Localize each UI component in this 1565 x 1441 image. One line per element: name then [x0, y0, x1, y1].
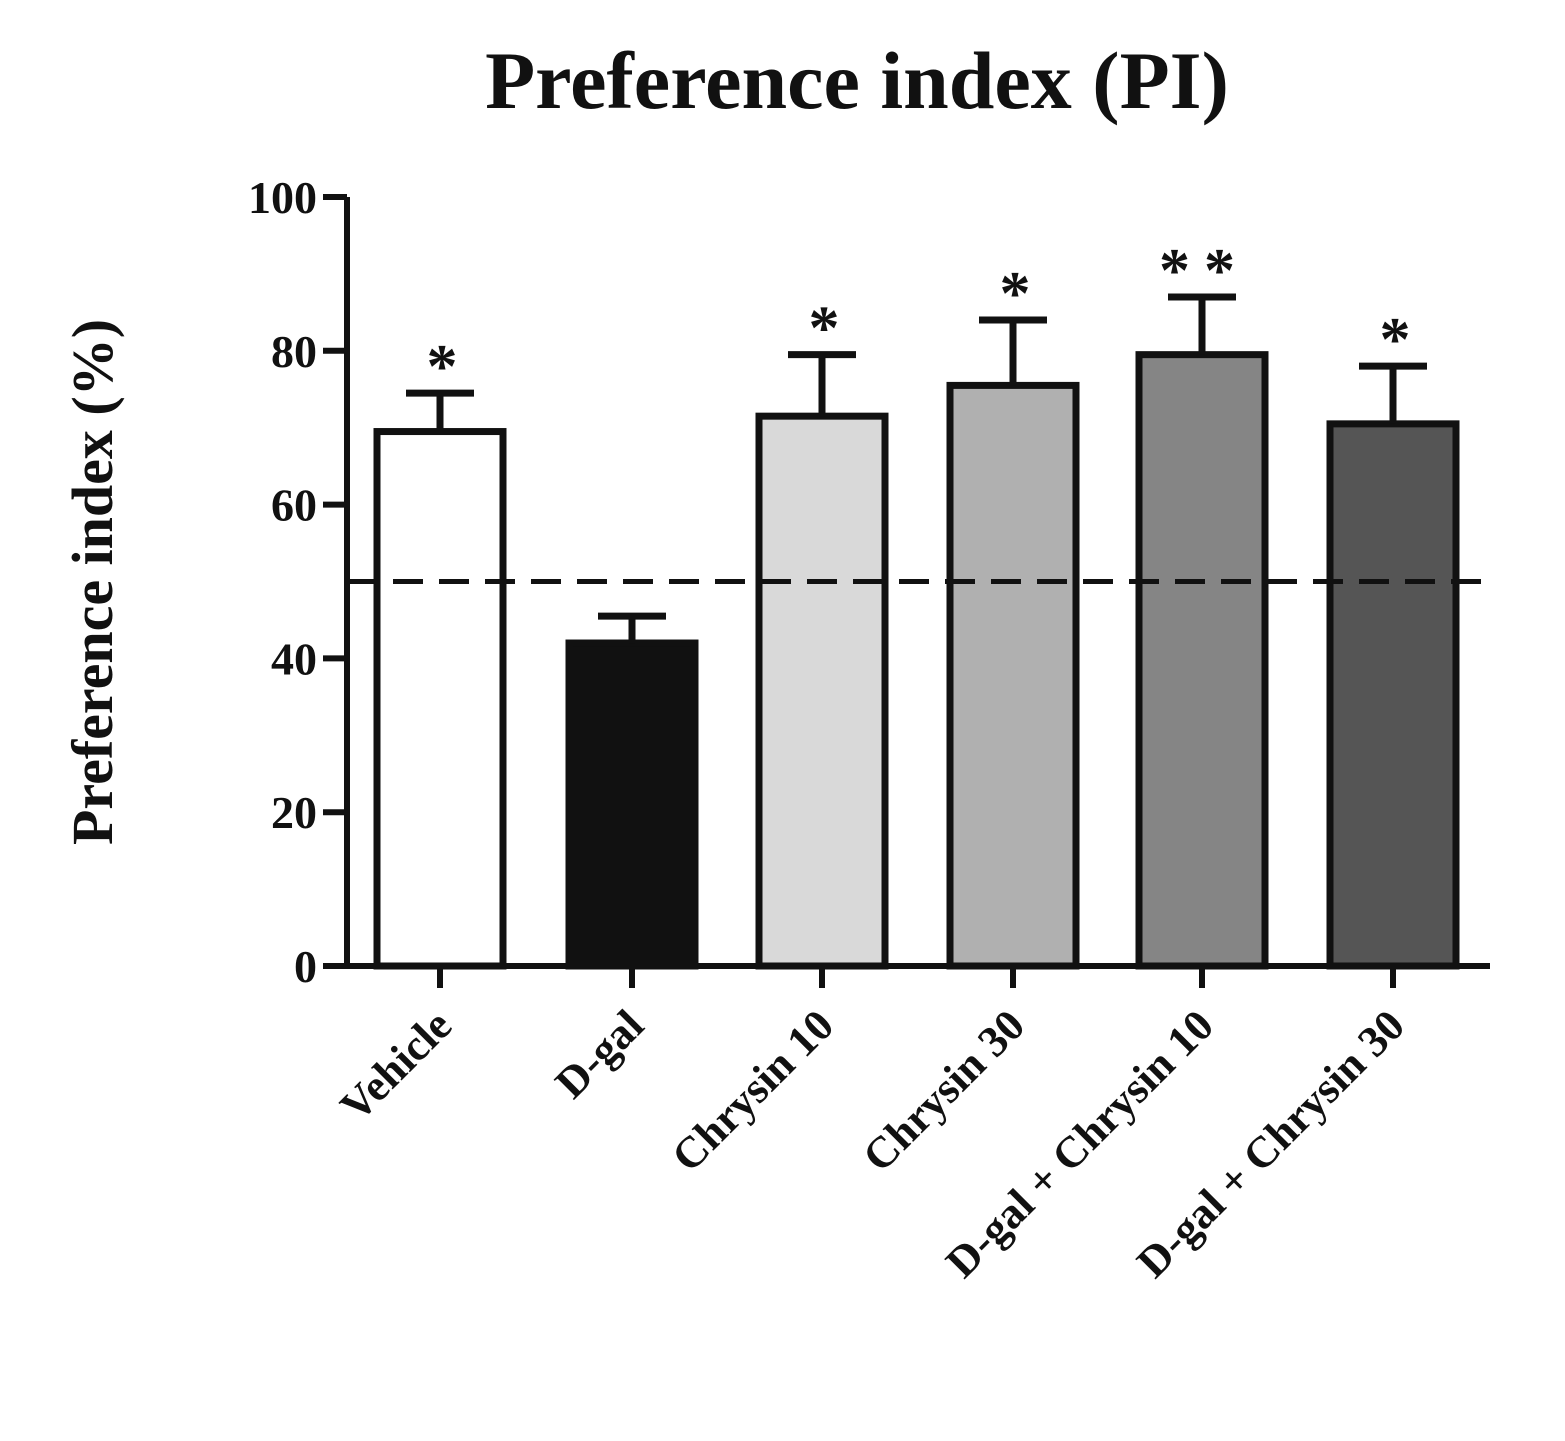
chart-title: Preference index (PI) — [485, 35, 1229, 126]
significance-marker-3: * — [809, 295, 840, 363]
significance-marker-5: ** — [1159, 237, 1249, 305]
y-axis-label: Preference index (%) — [60, 319, 125, 845]
bar-4 — [946, 381, 1080, 970]
y-tick-label-100: 100 — [248, 172, 317, 223]
y-tick-label-80: 80 — [271, 326, 317, 377]
y-tick-label-40: 40 — [271, 633, 317, 684]
bar-6 — [1326, 420, 1460, 970]
x-tick-label-2: D-gal — [546, 1000, 653, 1107]
y-tick-label-20: 20 — [271, 787, 317, 838]
bar-3 — [755, 412, 889, 970]
bar-5 — [1135, 351, 1269, 970]
significance-marker-6: * — [1380, 306, 1411, 374]
significance-marker-1: * — [427, 333, 458, 401]
bar-2 — [565, 639, 699, 970]
y-tick-label-0: 0 — [294, 941, 317, 992]
significance-marker-4: * — [1000, 260, 1031, 328]
x-tick-label-4: Chrysin 30 — [853, 1000, 1034, 1181]
x-tick-label-3: Chrysin 10 — [662, 1000, 843, 1181]
y-tick-label-60: 60 — [271, 480, 317, 531]
plot-area: 0 20 40 60 80 100 Vehicle D-gal Chrysin 10 Chrysi… — [248, 172, 1490, 1287]
bar-1 — [373, 428, 507, 970]
x-tick-label-1: Vehicle — [331, 1000, 461, 1130]
